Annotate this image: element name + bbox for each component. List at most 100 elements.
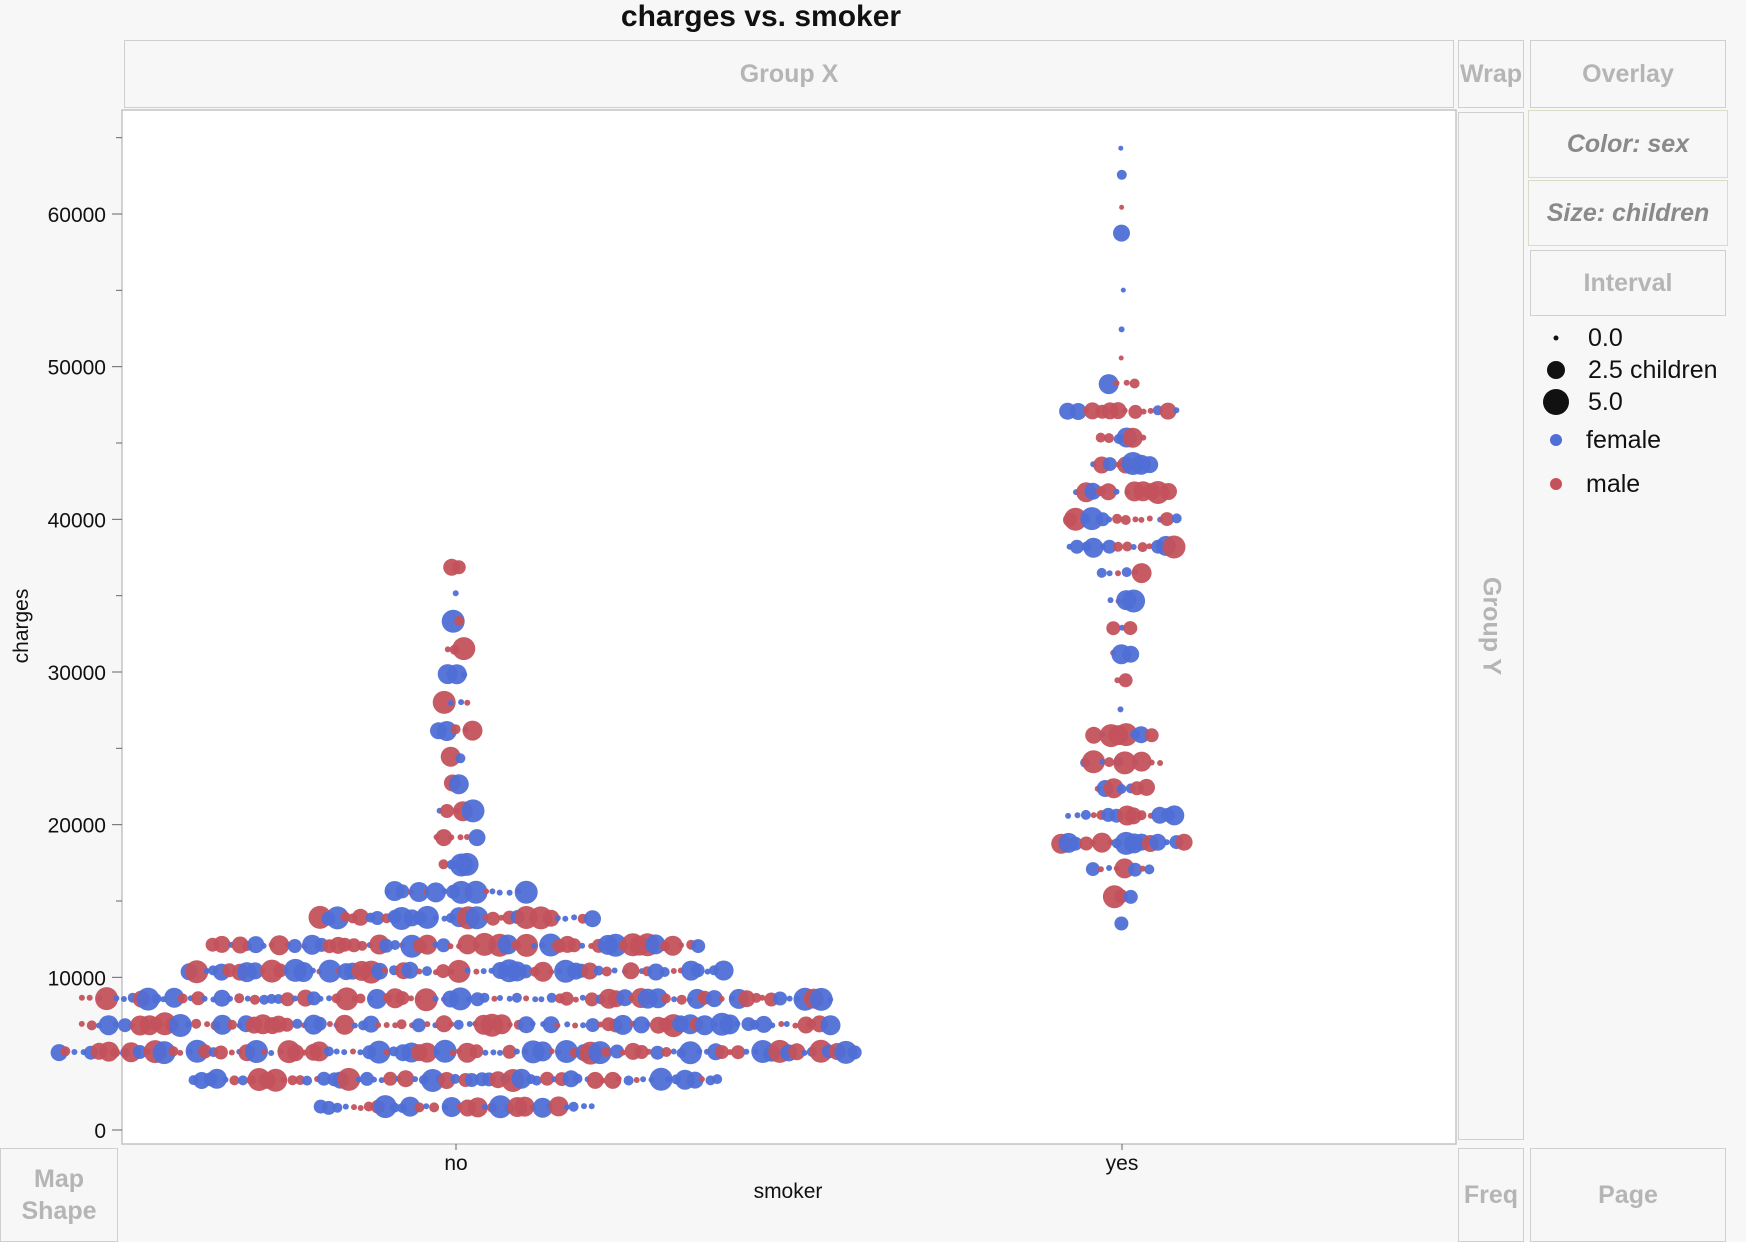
data-point-female [321, 1100, 336, 1115]
data-point-female [506, 995, 513, 1002]
data-point-male [622, 962, 640, 980]
data-point-female [370, 911, 385, 925]
data-point-male [1123, 379, 1130, 386]
data-point-male [86, 994, 93, 1001]
legend-size-marker-small [1553, 335, 1559, 341]
size-zone[interactable]: Size: children [1528, 180, 1728, 246]
data-point-female [1106, 516, 1113, 523]
data-point-female [1141, 456, 1159, 474]
data-point-male [514, 1096, 535, 1117]
data-point-male [452, 637, 476, 661]
data-point-male [1139, 865, 1146, 872]
data-point-female [585, 1018, 600, 1033]
data-point-male [1124, 807, 1142, 825]
data-point-female [773, 991, 788, 1006]
data-point-female [71, 1049, 78, 1055]
data-point-female [1083, 537, 1104, 558]
data-point-female [801, 1049, 808, 1056]
data-point-female [302, 1075, 313, 1086]
data-point-female [532, 1097, 553, 1118]
data-point-male [1113, 541, 1123, 552]
data-point-female [466, 1021, 473, 1027]
data-point-female [584, 910, 601, 928]
data-point-female [1080, 507, 1104, 531]
page-zone[interactable]: Page [1530, 1148, 1726, 1242]
chart-title: charges vs. smoker [620, 0, 902, 33]
data-point-male [1159, 402, 1177, 420]
data-point-female [496, 889, 503, 896]
data-point-female [518, 964, 533, 979]
data-point-female [1080, 809, 1091, 820]
data-point-male [1131, 563, 1152, 584]
data-point-male [1146, 515, 1153, 522]
data-point-male [1121, 407, 1128, 414]
data-point-male [462, 720, 483, 741]
data-point-male [1119, 204, 1125, 210]
data-point-female [1106, 570, 1113, 577]
data-point-female [1065, 812, 1072, 819]
data-point-male [381, 967, 388, 974]
data-point-male [1137, 542, 1148, 553]
data-point-male [1160, 512, 1174, 527]
data-point-female [786, 995, 793, 1002]
data-point-male [395, 991, 410, 1006]
data-point-female [367, 988, 387, 1009]
data-point-male [599, 1077, 606, 1084]
data-point-male [417, 1042, 437, 1063]
data-point-male [572, 1022, 579, 1029]
data-point-female [809, 987, 833, 1011]
data-point-female [827, 996, 834, 1003]
data-point-female [490, 1049, 497, 1056]
legend-size-marker-medium [1547, 361, 1565, 379]
freq-zone[interactable]: Freq [1458, 1148, 1524, 1242]
data-point-female [564, 1021, 571, 1028]
data-point-female [371, 962, 388, 980]
data-point-male [1138, 778, 1155, 796]
data-point-male [1097, 866, 1104, 873]
data-point-female [415, 905, 439, 929]
data-point-male [229, 1075, 240, 1086]
data-point-female [713, 960, 734, 981]
data-point-female [222, 1076, 229, 1083]
data-point-male [581, 962, 599, 980]
plot-svg: 0 10000 20000 30000 40000 50000 60000 no yes smok… [10, 109, 1457, 1203]
data-point-female [342, 1103, 349, 1110]
data-point-female [1069, 403, 1087, 420]
group-y-zone[interactable]: Group Y [1458, 112, 1524, 1140]
data-point-female [1149, 833, 1167, 851]
group-x-zone[interactable]: Group X [124, 40, 1454, 108]
data-point-female [562, 915, 569, 922]
overlay-zone[interactable]: Overlay [1530, 40, 1726, 108]
wrap-zone[interactable]: Wrap [1458, 40, 1524, 108]
data-point-female [705, 990, 723, 1008]
data-point-female [318, 959, 342, 983]
data-point-female [1068, 836, 1083, 851]
interval-zone[interactable]: Interval [1530, 250, 1726, 316]
data-point-male [435, 1015, 453, 1033]
data-point-male [1148, 759, 1155, 766]
data-point-female [436, 938, 451, 953]
data-point-female [448, 987, 472, 1011]
data-point-male [567, 938, 582, 953]
data-point-male [1129, 378, 1140, 389]
data-point-female [783, 1021, 790, 1027]
data-point-male [515, 933, 539, 957]
data-point-female [306, 991, 321, 1006]
map-shape-zone[interactable]: Map Shape [0, 1148, 118, 1242]
data-point-female [694, 1015, 715, 1036]
data-point-male [1122, 427, 1143, 448]
data-point-male [448, 1021, 455, 1028]
data-point-female [312, 1016, 327, 1031]
data-point-female [136, 987, 160, 1011]
data-point-male [416, 968, 423, 975]
data-point-male [273, 963, 288, 978]
legend-male-swatch [1550, 478, 1562, 490]
data-point-female [432, 995, 439, 1002]
data-point-female [409, 882, 429, 902]
data-point-male [264, 1068, 288, 1092]
color-zone[interactable]: Color: sex [1528, 110, 1728, 178]
data-point-female [645, 934, 666, 955]
data-point-female [378, 1077, 385, 1084]
data-point-female [293, 962, 314, 982]
data-point-male [1104, 433, 1114, 444]
